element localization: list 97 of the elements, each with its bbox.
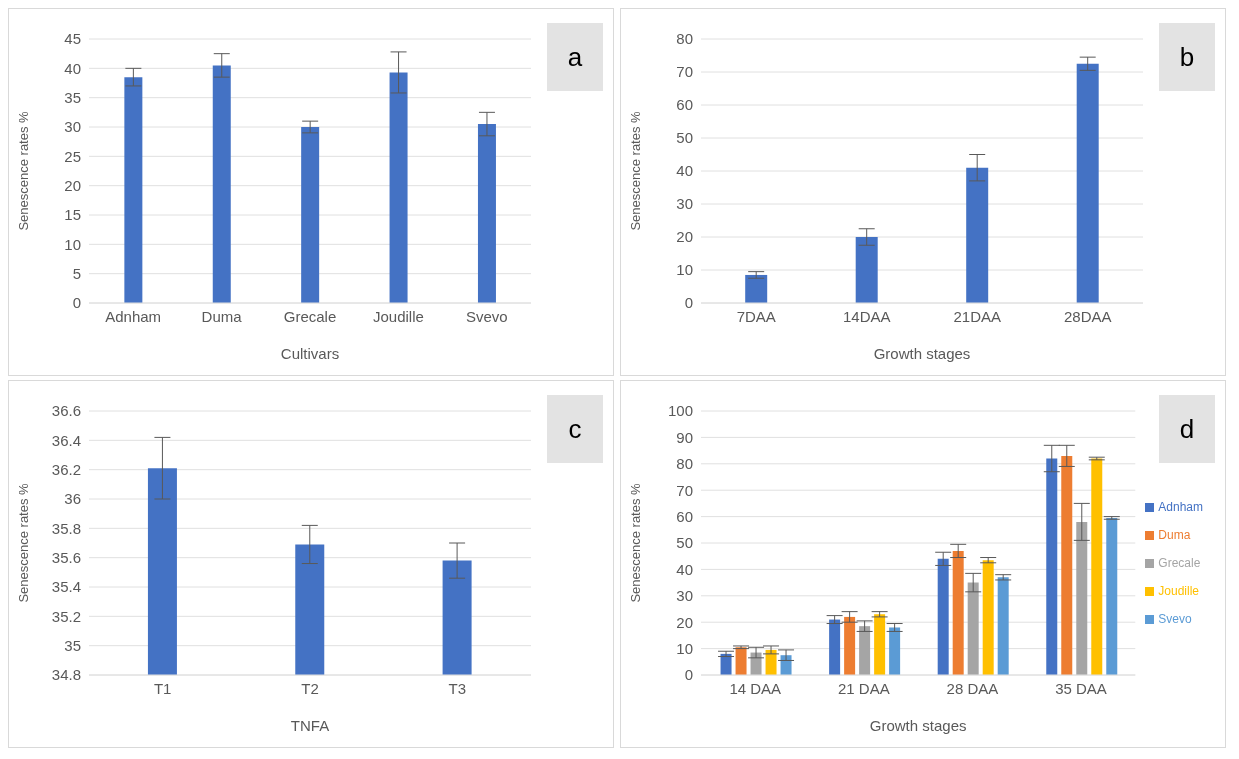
bar	[301, 127, 320, 303]
legend-label: Adnham	[1158, 500, 1203, 514]
bar	[124, 77, 143, 303]
bar	[389, 72, 408, 303]
bar	[889, 627, 901, 675]
bar	[997, 577, 1009, 675]
x-tick-label: Adnham	[105, 307, 162, 325]
bar	[855, 237, 878, 303]
bar	[212, 65, 231, 303]
x-tick-label: 7DAA	[736, 307, 776, 325]
y-axis-title: Senescence rates %	[15, 110, 31, 231]
y-tick-label: 34.8	[51, 666, 81, 684]
x-axis-title: TNFA	[290, 717, 330, 734]
x-axis-title: Growth stages	[873, 345, 971, 362]
bar	[967, 582, 979, 675]
x-tick-label: T1	[153, 679, 172, 697]
bar	[982, 560, 994, 675]
y-axis-title: Senescence rates %	[15, 482, 31, 603]
y-tick-label: 30	[676, 587, 693, 605]
x-tick-label: 21 DAA	[838, 679, 890, 697]
x-tick-label: T3	[448, 679, 467, 697]
y-tick-label: 36	[64, 490, 81, 508]
y-tick-label: 35	[64, 636, 81, 654]
label-box: c	[547, 395, 603, 463]
y-tick-label: 10	[64, 235, 81, 253]
y-axis-title: Senescence rates %	[627, 482, 643, 603]
x-tick-label: 21DAA	[953, 307, 1002, 325]
x-tick-label: 28DAA	[1063, 307, 1112, 325]
x-tick-label: 28 DAA	[946, 679, 999, 697]
y-tick-label: 20	[676, 228, 693, 246]
y-tick-label: 45	[64, 30, 81, 48]
x-axis-title: Cultivars	[280, 345, 340, 362]
y-tick-label: 35.6	[51, 548, 81, 566]
y-tick-label: 36.6	[51, 402, 81, 420]
legend-label: Svevo	[1158, 612, 1192, 626]
x-tick-label: Svevo	[465, 307, 508, 325]
y-tick-label: 30	[64, 118, 81, 136]
y-tick-label: 0	[72, 294, 81, 312]
legend-label: Joudille	[1158, 584, 1199, 598]
x-tick-label: Duma	[201, 307, 243, 325]
y-tick-label: 80	[676, 455, 693, 473]
label-box: b	[1159, 23, 1215, 91]
y-tick-label: 60	[676, 96, 693, 114]
x-tick-label: 35 DAA	[1055, 679, 1107, 697]
y-tick-label: 70	[676, 481, 693, 499]
x-tick-label: T2	[301, 679, 319, 697]
y-axis-title: Senescence rates %	[627, 110, 643, 231]
x-tick-label: 14 DAA	[729, 679, 782, 697]
y-tick-label: 10	[676, 639, 693, 657]
bar	[966, 167, 989, 303]
y-tick-label: 30	[676, 195, 693, 213]
y-tick-label: 0	[684, 666, 693, 684]
legend-label: Duma	[1158, 528, 1191, 542]
y-tick-label: 70	[676, 63, 693, 81]
y-tick-label: 40	[64, 59, 81, 77]
bar	[1076, 63, 1099, 303]
y-tick-label: 20	[676, 613, 693, 631]
y-tick-label: 40	[676, 162, 693, 180]
bar	[1061, 455, 1073, 675]
bar	[874, 614, 886, 675]
x-tick-label: 14DAA	[842, 307, 891, 325]
y-tick-label: 50	[676, 534, 693, 552]
x-tick-label: Joudille	[372, 307, 424, 325]
label-box: a	[547, 23, 603, 91]
y-tick-label: 36.4	[51, 431, 81, 449]
bar	[1091, 458, 1103, 675]
bar	[952, 550, 964, 675]
bar	[477, 124, 496, 303]
y-tick-label: 35.8	[51, 519, 81, 537]
y-tick-label: 50	[676, 129, 693, 147]
legend-label: Grecale	[1158, 556, 1201, 570]
y-tick-label: 35.2	[51, 607, 81, 625]
y-tick-label: 15	[64, 206, 81, 224]
x-axis-title: Growth stages	[869, 717, 967, 734]
y-tick-label: 0	[684, 294, 693, 312]
y-tick-label: 60	[676, 507, 693, 525]
y-tick-label: 25	[64, 147, 81, 165]
bar	[1106, 517, 1118, 675]
y-tick-label: 5	[72, 264, 81, 282]
bar	[859, 626, 871, 675]
x-tick-label: Grecale	[283, 307, 337, 325]
bar	[844, 616, 856, 675]
y-tick-label: 35.4	[51, 578, 81, 596]
y-tick-label: 100	[667, 402, 693, 420]
bar	[745, 274, 768, 303]
y-tick-label: 80	[676, 30, 693, 48]
label-box: d	[1159, 395, 1215, 463]
y-tick-label: 90	[676, 428, 693, 446]
bar	[829, 619, 841, 675]
y-tick-label: 36.2	[51, 460, 81, 478]
y-tick-label: 40	[676, 560, 693, 578]
y-tick-label: 35	[64, 88, 81, 106]
bar	[1046, 458, 1058, 675]
bar	[1076, 521, 1088, 675]
bar	[937, 558, 949, 675]
y-tick-label: 10	[676, 261, 693, 279]
y-tick-label: 20	[64, 176, 81, 194]
